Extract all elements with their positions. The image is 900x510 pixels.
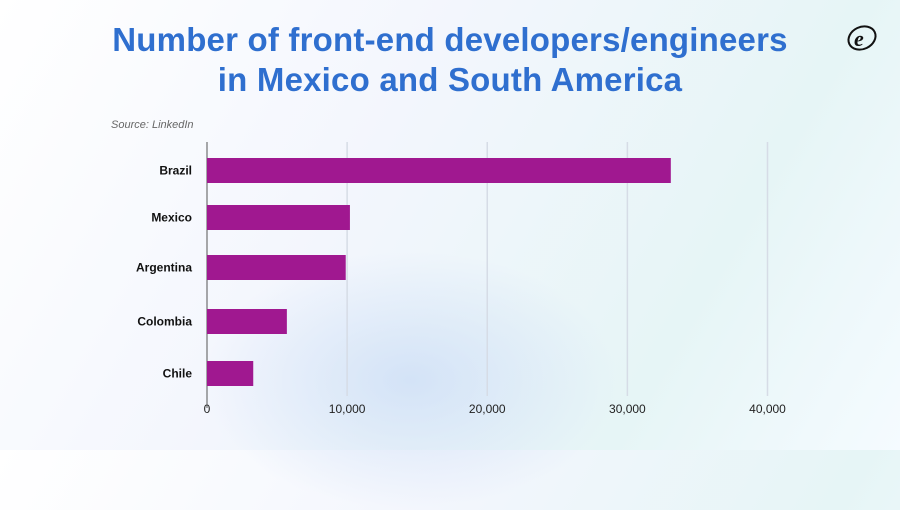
x-tick-label: 20,000 xyxy=(469,402,506,416)
category-label: Argentina xyxy=(136,261,192,275)
x-tick-label: 0 xyxy=(204,402,211,416)
bar-chart: 0 10,000 20,000 30,000 40,000 Brazil Mexico Arg… xyxy=(136,142,786,416)
x-tick-label: 40,000 xyxy=(749,402,786,416)
bar-chile xyxy=(207,361,254,386)
category-label: Colombia xyxy=(137,315,192,329)
title-line-2: in Mexico and South America xyxy=(217,61,683,98)
logo-icon: e xyxy=(847,25,877,51)
chart-title: Number of front-end developers/engineers… xyxy=(0,20,900,100)
category-label: Brazil xyxy=(159,164,192,178)
category-label: Chile xyxy=(163,367,193,381)
source-note: Source: LinkedIn xyxy=(111,119,194,131)
category-label: Mexico xyxy=(151,211,192,225)
bar-mexico xyxy=(207,205,350,230)
x-tick-label: 30,000 xyxy=(609,402,646,416)
bar-brazil xyxy=(207,158,671,183)
title-line-1: Number of front-end developers/engineers xyxy=(112,21,788,58)
bar-colombia xyxy=(207,309,287,334)
svg-text:e: e xyxy=(854,26,864,51)
bar-argentina xyxy=(207,255,346,280)
x-tick-label: 10,000 xyxy=(329,402,366,416)
